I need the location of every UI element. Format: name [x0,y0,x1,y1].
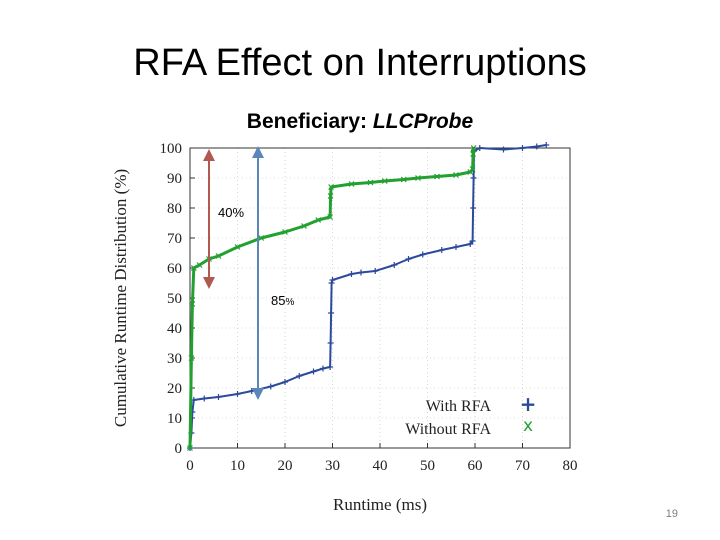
data-point-without-rfa [470,145,477,151]
data-point-without-rfa [187,445,193,451]
grid-lines [189,147,571,449]
data-point-with-rfa [438,247,445,253]
data-point-without-rfa [315,217,322,223]
data-point-without-rfa [328,184,334,190]
y-tick-label: 60 [167,261,182,277]
y-tick-label: 0 [175,441,183,457]
data-point-with-rfa [419,251,426,258]
data-point-without-rfa [189,301,196,307]
y-tick-label: 10 [167,411,182,427]
data-point-with-rfa [201,395,208,402]
legend-marker-without-rfa: x [523,416,533,436]
x-tick-label: 70 [515,458,530,474]
data-point-without-rfa [348,181,355,187]
data-point-with-rfa [519,145,526,151]
data-point-with-rfa [328,280,335,286]
x-tick-label: 80 [563,458,578,474]
series-line-with-rfa [189,144,547,449]
subtitle-prefix: Beneficiary: [246,110,373,133]
data-point-with-rfa [320,365,326,372]
x-axis-ticks: 0 10 20 30 40 50 60 70 80 [186,443,578,474]
data-point-without-rfa [470,151,477,157]
data-point-with-rfa [470,175,477,181]
x-tick-label: 30 [325,458,340,474]
data-point-with-rfa [282,379,288,385]
data-point-without-rfa [434,173,440,180]
y-tick-label: 100 [160,141,183,157]
data-point-with-rfa [500,146,507,153]
data-point-with-rfa [469,238,476,244]
series-with-rfa [187,142,550,451]
data-point-without-rfa [415,175,421,181]
data-point-with-rfa [234,391,241,397]
data-point-with-rfa [372,268,379,274]
data-point-without-rfa [327,214,334,220]
data-point-without-rfa [301,223,307,229]
slide-title: RFA Effect on Interruptions [133,42,587,84]
x-tick-label: 50 [420,458,435,474]
data-point-without-rfa [215,253,222,259]
annotation-40-percent: 40% [218,205,244,220]
annotation-85-percent: 85% [271,293,294,308]
data-point-with-rfa [215,394,222,400]
annotation-85-sign: % [285,297,294,308]
data-point-without-rfa [381,178,388,184]
legend-marker-with-rfa: + [520,392,537,416]
data-point-without-rfa [400,176,407,183]
page-number: 19 [665,508,678,520]
x-axis-label: Runtime (ms) [333,495,427,514]
data-point-without-rfa [190,265,197,271]
data-point-with-rfa [543,142,550,148]
x-tick-label: 0 [186,458,194,474]
data-point-with-rfa [327,340,334,346]
data-point-with-rfa [327,364,334,370]
data-point-with-rfa [453,244,459,250]
data-point-without-rfa [282,229,288,235]
data-point-without-rfa [188,355,195,361]
data-point-with-rfa [267,383,274,390]
data-point-with-rfa [470,205,477,211]
data-point-with-rfa [329,277,336,283]
data-point-with-rfa [405,256,412,262]
subtitle-beneficiary: LLCProbe [372,110,474,133]
x-tick-label: 60 [468,458,483,474]
subtitle: Beneficiary: LLCProbe [0,110,720,134]
series-layer [187,142,550,451]
legend-label-with-rfa: With RFA [426,398,492,415]
data-point-with-rfa [328,310,335,316]
annotation-85-value: 85 [271,293,285,308]
data-point-with-rfa [533,143,540,150]
x-tick-label: 40 [373,458,388,474]
data-point-without-rfa [367,179,374,186]
y-tick-label: 30 [167,351,182,367]
data-point-with-rfa [476,145,483,151]
y-tick-label: 20 [167,381,182,397]
legend-label-without-rfa: Without RFA [405,421,491,438]
data-point-without-rfa [327,193,334,199]
x-tick-label: 10 [230,458,245,474]
y-tick-label: 50 [167,291,182,307]
data-point-with-rfa [391,262,398,268]
x-tick-label: 20 [278,458,293,474]
data-point-without-rfa [469,166,476,172]
y-tick-label: 70 [167,231,182,247]
data-point-without-rfa [196,262,203,268]
data-point-with-rfa [296,373,303,379]
data-point-with-rfa [310,368,317,375]
data-point-with-rfa [348,271,355,277]
y-axis-ticks: 0 10 20 30 40 50 60 70 80 90 100 [160,141,195,457]
y-tick-label: 80 [167,201,182,217]
data-point-with-rfa [358,269,364,276]
data-point-without-rfa [453,172,459,178]
data-point-with-rfa [248,388,255,394]
y-axis-label: Cumulative Runtime Distribution (%) [111,169,130,427]
y-tick-label: 90 [167,171,182,187]
data-point-without-rfa [234,244,241,250]
y-tick-label: 40 [167,321,182,337]
legend: With RFA Without RFA + x [405,392,536,438]
